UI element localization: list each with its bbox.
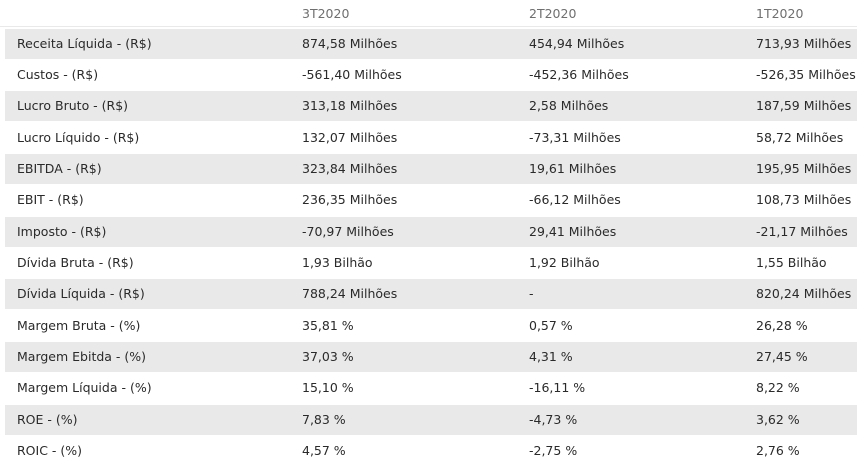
row-value-2t2020: 19,61 Milhões: [529, 161, 617, 176]
table-row: Dívida Líquida - (R$) 788,24 Milhões - 8…: [5, 279, 857, 310]
row-value-2t2020: 2,58 Milhões: [529, 98, 609, 113]
row-label: Dívida Bruta - (R$): [17, 255, 134, 270]
row-label: Margem Líquida - (%): [17, 380, 152, 395]
table-row: Imposto - (R$) -70,97 Milhões 29,41 Milh…: [5, 217, 857, 248]
row-value-1t2020: 58,72 Milhões: [756, 130, 844, 145]
row-label: EBIT - (R$): [17, 192, 84, 207]
table-row: Margem Bruta - (%) 35,81 % 0,57 % 26,28 …: [5, 311, 857, 342]
row-value-1t2020: 1,55 Bilhão: [756, 255, 827, 270]
row-label: Lucro Bruto - (R$): [17, 98, 129, 113]
header-cell-2t2020: 2T2020: [529, 6, 577, 21]
row-value-2t2020: -16,11 %: [529, 380, 586, 395]
row-value-3t2020: 132,07 Milhões: [302, 130, 398, 145]
row-value-3t2020: 35,81 %: [302, 318, 354, 333]
row-label: Custos - (R$): [17, 67, 99, 82]
row-value-3t2020: 788,24 Milhões: [302, 286, 398, 301]
row-value-2t2020: -452,36 Milhões: [529, 67, 629, 82]
row-value-2t2020: 454,94 Milhões: [529, 36, 625, 51]
row-value-2t2020: -2,75 %: [529, 443, 578, 458]
table-row: Dívida Bruta - (R$) 1,93 Bilhão 1,92 Bil…: [5, 248, 857, 279]
row-value-3t2020: 15,10 %: [302, 380, 354, 395]
row-value-1t2020: -21,17 Milhões: [756, 224, 848, 239]
row-value-3t2020: 4,57 %: [302, 443, 346, 458]
row-value-2t2020: 4,31 %: [529, 349, 573, 364]
row-value-3t2020: 236,35 Milhões: [302, 192, 398, 207]
row-label: EBITDA - (R$): [17, 161, 102, 176]
table-row: Lucro Bruto - (R$) 313,18 Milhões 2,58 M…: [5, 91, 857, 122]
table-row: Lucro Líquido - (R$) 132,07 Milhões -73,…: [5, 123, 857, 154]
table-row: EBITDA - (R$) 323,84 Milhões 19,61 Milhõ…: [5, 154, 857, 185]
table-row: Custos - (R$) -561,40 Milhões -452,36 Mi…: [5, 60, 857, 91]
table-row: Margem Líquida - (%) 15,10 % -16,11 % 8,…: [5, 373, 857, 404]
table-row: Receita Líquida - (R$) 874,58 Milhões 45…: [5, 29, 857, 60]
row-value-1t2020: -526,35 Milhões: [756, 67, 856, 82]
row-value-2t2020: 0,57 %: [529, 318, 573, 333]
row-label: Lucro Líquido - (R$): [17, 130, 140, 145]
table-row: Margem Ebitda - (%) 37,03 % 4,31 % 27,45…: [5, 342, 857, 373]
header-cell-3t2020: 3T2020: [302, 6, 350, 21]
row-value-3t2020: 313,18 Milhões: [302, 98, 398, 113]
row-label: Imposto - (R$): [17, 224, 107, 239]
row-value-1t2020: 195,95 Milhões: [756, 161, 852, 176]
row-value-3t2020: 1,93 Bilhão: [302, 255, 373, 270]
table-header-row: 3T2020 2T2020 1T2020: [0, 0, 857, 27]
row-value-3t2020: 37,03 %: [302, 349, 354, 364]
row-value-2t2020: -73,31 Milhões: [529, 130, 621, 145]
row-value-1t2020: 3,62 %: [756, 412, 800, 427]
table-row: ROE - (%) 7,83 % -4,73 % 3,62 %: [5, 405, 857, 436]
row-label: Receita Líquida - (R$): [17, 36, 152, 51]
row-value-2t2020: -66,12 Milhões: [529, 192, 621, 207]
table-row: ROIC - (%) 4,57 % -2,75 % 2,76 %: [5, 436, 857, 467]
row-value-1t2020: 8,22 %: [756, 380, 800, 395]
row-value-2t2020: 1,92 Bilhão: [529, 255, 600, 270]
row-value-2t2020: -: [529, 286, 534, 301]
row-value-1t2020: 26,28 %: [756, 318, 808, 333]
row-label: ROE - (%): [17, 412, 78, 427]
row-label: Margem Bruta - (%): [17, 318, 141, 333]
row-value-1t2020: 27,45 %: [756, 349, 808, 364]
row-value-3t2020: 323,84 Milhões: [302, 161, 398, 176]
table-row: EBIT - (R$) 236,35 Milhões -66,12 Milhõe…: [5, 185, 857, 216]
row-value-1t2020: 713,93 Milhões: [756, 36, 852, 51]
row-value-2t2020: 29,41 Milhões: [529, 224, 617, 239]
row-value-1t2020: 2,76 %: [756, 443, 800, 458]
row-value-3t2020: 7,83 %: [302, 412, 346, 427]
row-label: Dívida Líquida - (R$): [17, 286, 145, 301]
row-value-1t2020: 108,73 Milhões: [756, 192, 852, 207]
row-label: Margem Ebitda - (%): [17, 349, 147, 364]
header-cell-1t2020: 1T2020: [756, 6, 804, 21]
row-value-1t2020: 187,59 Milhões: [756, 98, 852, 113]
row-value-1t2020: 820,24 Milhões: [756, 286, 852, 301]
row-value-2t2020: -4,73 %: [529, 412, 578, 427]
row-label: ROIC - (%): [17, 443, 83, 458]
row-value-3t2020: -561,40 Milhões: [302, 67, 402, 82]
row-value-3t2020: 874,58 Milhões: [302, 36, 398, 51]
row-value-3t2020: -70,97 Milhões: [302, 224, 394, 239]
